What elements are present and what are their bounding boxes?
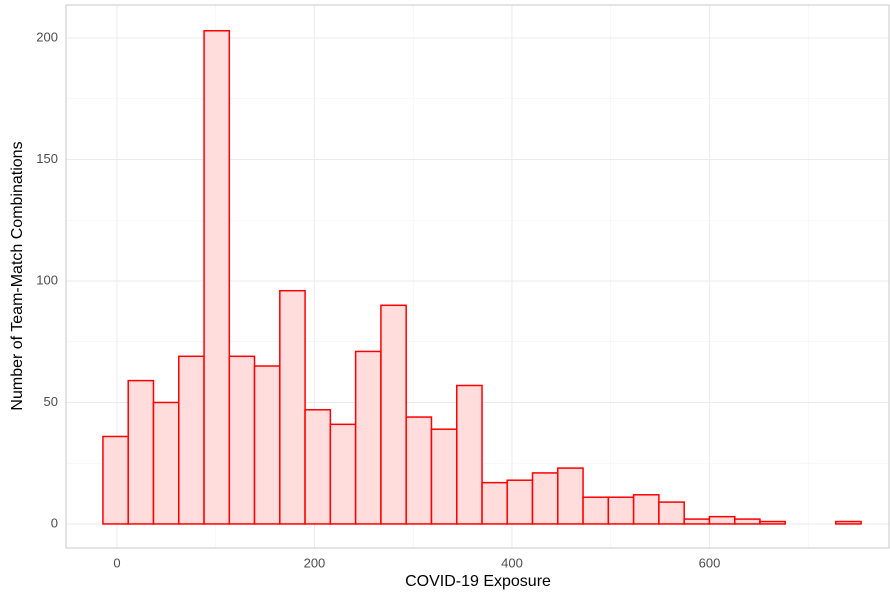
- bar: [203, 30, 231, 525]
- x-tick-label: 0: [113, 555, 120, 570]
- bar: [127, 379, 155, 525]
- bar: [304, 409, 332, 525]
- bar: [329, 423, 357, 525]
- bar: [380, 304, 407, 525]
- bar: [481, 481, 508, 525]
- y-tick-label: 50: [44, 394, 58, 409]
- bar: [279, 289, 306, 525]
- bar: [102, 435, 129, 525]
- x-tick-label: 600: [699, 555, 721, 570]
- bar: [405, 416, 433, 525]
- panel-border: [65, 4, 890, 549]
- bar: [178, 355, 205, 525]
- bar: [253, 365, 281, 525]
- x-axis-title: COVID-19 Exposure: [405, 573, 551, 590]
- bar: [733, 518, 761, 525]
- bar: [835, 520, 862, 525]
- y-tick-label: 150: [36, 151, 58, 166]
- x-tick-label: 200: [304, 555, 326, 570]
- bar: [354, 350, 382, 525]
- y-tick-label: 0: [51, 515, 58, 530]
- y-axis-title: Number of Team-Match Combinations: [9, 141, 26, 410]
- bar: [531, 472, 559, 525]
- y-tick-label: 100: [36, 272, 58, 287]
- bar: [607, 496, 635, 525]
- bar: [506, 479, 534, 525]
- bar: [632, 494, 660, 525]
- y-tick-label: 200: [36, 29, 58, 44]
- bar: [658, 501, 685, 525]
- bar: [557, 467, 584, 525]
- bar: [456, 384, 483, 525]
- bar: [430, 428, 458, 525]
- bar: [582, 496, 610, 525]
- bar: [228, 355, 256, 525]
- bar: [152, 401, 180, 525]
- bar: [683, 518, 711, 525]
- x-tick-label: 400: [501, 555, 523, 570]
- bar: [708, 515, 736, 525]
- bar: [759, 520, 786, 525]
